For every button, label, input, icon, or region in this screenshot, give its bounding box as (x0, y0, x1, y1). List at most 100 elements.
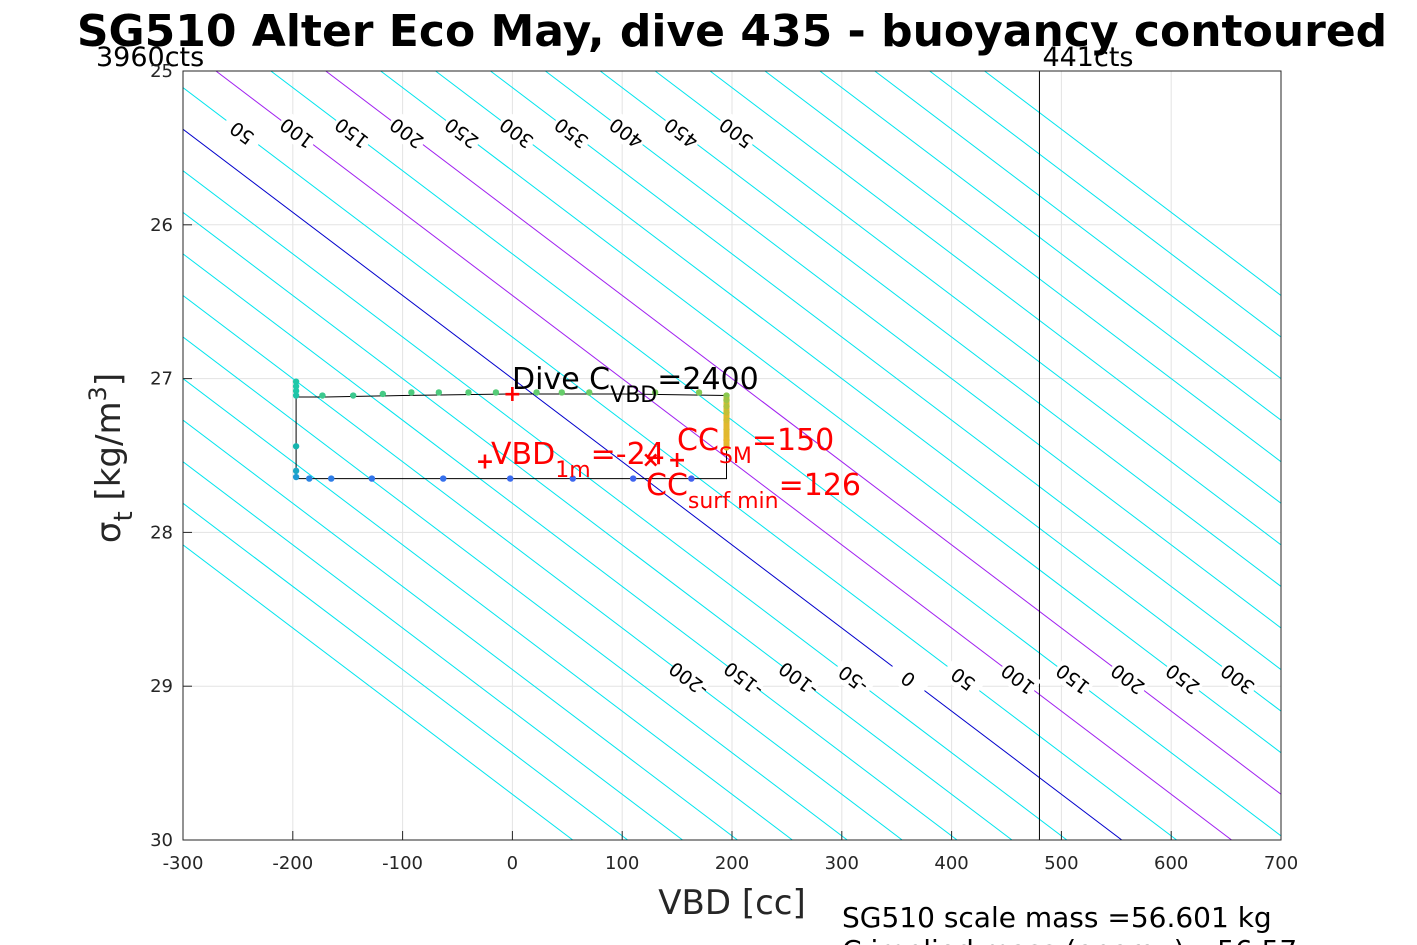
dive-point (435, 389, 443, 396)
dive-point (408, 389, 415, 396)
contour-label-bg (493, 110, 540, 155)
x-tick-label: -300 (163, 853, 204, 874)
contour-line (183, 544, 574, 840)
contour-line (183, 170, 1068, 840)
dive-point (723, 392, 730, 399)
contour-line (599, 71, 1281, 588)
contour-line (215, 71, 1232, 840)
limit-label: 3960cts (96, 42, 204, 73)
dive-point (465, 389, 472, 396)
dive-point (507, 475, 514, 482)
dive-point (292, 387, 300, 395)
dive-point (723, 426, 730, 433)
dive-point (319, 392, 326, 399)
dive-point (723, 416, 730, 424)
contour-line (490, 71, 1281, 671)
contour-line (183, 294, 903, 840)
contour-line (270, 71, 1281, 837)
contour-label-bg (720, 656, 767, 701)
dive-point (723, 409, 730, 416)
contour-line (183, 211, 1013, 840)
chart-title: SG510 Alter Eco May, dive 435 - buoyancy… (77, 6, 1387, 57)
contour-line (183, 419, 738, 840)
cc-sm-annotation: CCSM=150 (677, 423, 834, 469)
x-axis-label: VBD [cc] (658, 883, 806, 923)
footer-line-1: SG510 scale mass =56.601 kg (842, 901, 1272, 934)
dive-point (349, 392, 357, 399)
x-tick-label: 700 (1264, 853, 1298, 874)
marker: × (642, 448, 660, 473)
marker: + (476, 450, 494, 475)
dive-point (651, 389, 659, 396)
contour-line (183, 502, 628, 840)
dive-point (533, 389, 540, 396)
dive-point (723, 403, 730, 410)
contour-label-bg (328, 110, 376, 155)
contour-line (183, 86, 1177, 840)
dive-point (723, 436, 730, 444)
contour-label-bg (940, 656, 987, 701)
cc-surf-min-annotation: CCsurf min=126 (646, 468, 861, 514)
contour-line (435, 71, 1281, 712)
y-tick-label: 25 (150, 61, 173, 82)
contour-label-bg (548, 110, 595, 155)
contour-label-bg (1104, 656, 1152, 701)
contour-label-bg (1050, 656, 1097, 701)
dive-point (328, 475, 335, 482)
limit-label: 441cts (1042, 42, 1133, 73)
y-tick-label: 27 (150, 369, 173, 390)
dive-point (379, 390, 387, 398)
dive-point (440, 475, 447, 482)
buoyancy-contours (183, 71, 1281, 840)
marker: + (503, 382, 521, 407)
dive-point (306, 475, 313, 482)
dive-point (695, 389, 703, 396)
contour-line (764, 71, 1281, 463)
x-tick-label: 400 (934, 853, 968, 874)
contour-label-bg (658, 110, 705, 155)
contour-line (380, 71, 1281, 754)
x-tick-label: 200 (715, 853, 749, 874)
marker: + (668, 448, 686, 473)
y-axis-label: σt [kg/m3] (84, 373, 139, 543)
y-tick-label: 29 (150, 676, 173, 697)
contour-line (183, 377, 793, 840)
x-tick-label: -200 (272, 853, 313, 874)
contour-line (819, 71, 1281, 421)
y-tick-label: 30 (150, 830, 173, 851)
contour-line (545, 71, 1281, 629)
contour-label-bg (1159, 656, 1207, 701)
x-tick-label: 0 (507, 853, 518, 874)
contour-line (929, 71, 1281, 338)
dive-point (292, 443, 300, 450)
contour-label-bg (775, 656, 822, 701)
dive-point (292, 467, 300, 475)
contour-line (654, 71, 1281, 546)
dive-point (723, 396, 730, 404)
contour-label-bg (995, 656, 1042, 701)
contour-label-bg (1214, 656, 1262, 701)
contour-line (874, 71, 1281, 380)
contour-label-bg (603, 110, 650, 155)
contour-line (325, 71, 1281, 795)
dive-point (292, 392, 300, 399)
contour-line (183, 461, 683, 840)
dive-point (558, 389, 566, 396)
dive-point (292, 383, 300, 390)
x-tick-label: 300 (825, 853, 859, 874)
contour-line (183, 253, 958, 840)
contour-line (984, 71, 1281, 297)
contour-label-bg (713, 110, 760, 155)
x-tick-label: -100 (382, 853, 423, 874)
dive-point (586, 389, 593, 396)
contour-line (183, 128, 1123, 840)
footer-line-2: C implied mass (energy) =56.57 (842, 934, 1297, 945)
dive-point (292, 473, 300, 481)
dive-cvbd-annotation: Dive CVBD=2400 (512, 362, 759, 408)
contour-label-bg (438, 110, 486, 155)
markers: + + × + (476, 382, 687, 475)
dive-point (492, 389, 500, 396)
y-tick-label: 28 (150, 522, 173, 543)
x-tick-label: 600 (1154, 853, 1188, 874)
